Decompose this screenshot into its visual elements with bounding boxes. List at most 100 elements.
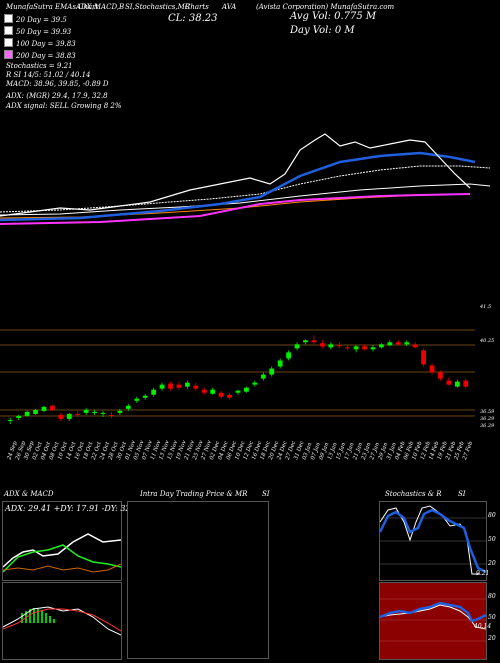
macd-panel [2, 582, 122, 660]
legend-item-50day: 50 Day = 39.93 [4, 26, 71, 36]
candle-body [151, 389, 157, 395]
candle-body [201, 389, 207, 393]
candle-body [227, 394, 232, 398]
candle-body [33, 409, 38, 414]
candle-body [446, 380, 452, 385]
candle-body [193, 385, 199, 389]
candle-body [125, 405, 131, 409]
candle-body [336, 345, 342, 347]
price-line [0, 133, 471, 217]
candle-body [210, 389, 216, 394]
candle-body [421, 350, 426, 365]
adx-line-white [3, 533, 121, 568]
day-volume: Day Vol: 0 M [290, 25, 355, 36]
stat-adx-signal: ADX signal: SELL Growing 8 2% [6, 102, 122, 110]
candle-body [277, 360, 283, 367]
stat-stochastics: Stochastics = 9.21 [6, 62, 73, 70]
intra-panel-si: SI [262, 490, 270, 498]
stat-rsi: R SI 14/5: 51.02 / 40.14 [6, 71, 91, 79]
candle-body [438, 372, 443, 379]
legend-item-200day: 200 Day = 38.83 [4, 50, 76, 60]
candle-body [168, 383, 173, 389]
adx-line-green [3, 544, 121, 573]
candle-body [75, 413, 81, 415]
candle-body [387, 342, 393, 346]
candle-body [303, 340, 308, 343]
candle-body [429, 365, 435, 373]
candle-body [41, 406, 47, 411]
stoch-panel-title: Stochastics & R [385, 490, 442, 498]
candle-body [260, 374, 266, 379]
adx-panel-title: ADX & MACD [4, 490, 54, 498]
candle-body [50, 405, 55, 410]
legend-swatch [4, 38, 13, 47]
x-tick-label: 03 Jan [302, 442, 314, 461]
adx-values: ADX: 29.41 +DY: 17.91 -DY: 32.84 [5, 504, 144, 513]
ema-line-50day [0, 165, 491, 213]
candle-body [404, 342, 410, 345]
candle-body [142, 395, 148, 398]
rsi-tick-20: 20 [488, 635, 496, 642]
stoch-panel-si: SI [458, 490, 466, 498]
candle-body [100, 412, 106, 414]
candle-body [362, 346, 367, 350]
candle-body [92, 411, 97, 413]
y-tick-label: 36.29 [480, 416, 495, 422]
ema-line-200day [0, 193, 471, 219]
macd-histogram [21, 608, 55, 623]
candle-body [159, 384, 165, 389]
rsi-lines [379, 598, 487, 642]
candle-body [345, 347, 351, 349]
candle-body [294, 344, 300, 349]
adx-panel: ADX: 29.41 +DY: 17.91 -DY: 32.84 [2, 501, 143, 581]
y-tick-label: 36.59 [480, 409, 495, 415]
candle-body [66, 413, 72, 419]
candle-body [83, 409, 89, 413]
stoch-d-line [378, 508, 487, 574]
candle-body [269, 368, 275, 375]
rsi-line-white [379, 604, 487, 630]
x-tick-label: 09 Jan [319, 442, 331, 461]
stoch-tick-50: 50 [488, 536, 496, 543]
x-tick-label: 31 Jan [386, 442, 398, 461]
candle-body [235, 390, 241, 393]
indicators-label: ADX,MACD,B [76, 3, 125, 11]
ema-line-magenta [0, 193, 471, 225]
candle-body [412, 344, 418, 348]
company-label: (Avista Corporation) MunafaSutra.com [256, 3, 395, 11]
candle-body [7, 419, 13, 421]
macd-line [2, 606, 122, 636]
candle-body [109, 414, 114, 416]
candle-body [311, 340, 317, 343]
adx-lines [3, 533, 121, 573]
candle-body [463, 380, 469, 387]
candle-body [370, 347, 376, 350]
avg-volume: Avg Vol: 0.775 M [290, 11, 377, 22]
legend-item-100day: 100 Day = 39.83 [4, 38, 76, 48]
adx-line-orange [3, 563, 121, 573]
legend-swatch [4, 26, 13, 35]
candle-body [58, 414, 64, 419]
candle-body [244, 387, 249, 392]
intraday-panel [127, 501, 269, 659]
rsi-line-blue [379, 601, 487, 623]
x-tick-label: 17 Jan [344, 442, 356, 461]
rsi-tick-50: 50 [488, 614, 496, 621]
ema-chart [0, 133, 491, 225]
y-tick-label: 36.29 [480, 423, 495, 429]
stoch-label: SI,Stochastics,MR [125, 3, 191, 11]
close-price: CL: 38.23 [168, 13, 218, 24]
candle-body [379, 344, 384, 348]
legend-item-20day: 20 Day = 39.5 [4, 14, 67, 24]
rsi-tick-80: 80 [488, 593, 496, 600]
candle-body [134, 398, 140, 401]
candle-body [24, 411, 30, 416]
ema-line-100day [0, 183, 491, 216]
candle-body [454, 381, 460, 387]
stoch-tick-20: 20 [488, 560, 496, 567]
symbol-label: AVA [222, 3, 237, 11]
x-tick-label: 13 Jan [327, 442, 339, 461]
stat-macd: MACD: 38.96, 39.85, -0.89 D [6, 80, 109, 88]
macd-lines [2, 606, 122, 636]
stochastics-panel: 80 50 20 9.21 [378, 501, 496, 581]
